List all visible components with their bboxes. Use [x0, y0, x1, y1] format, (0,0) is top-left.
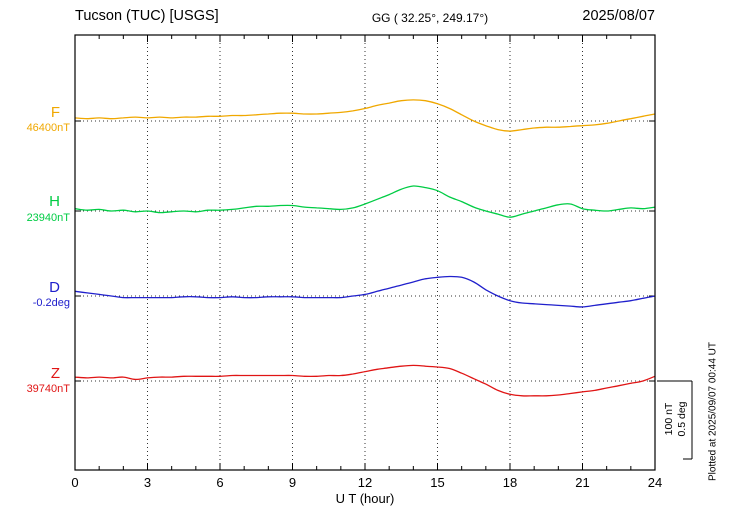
series-baseline-d: -0.2deg	[32, 297, 70, 309]
x-tick-label: 3	[144, 475, 151, 490]
x-tick-label: 6	[216, 475, 223, 490]
scale-deg-label: 0.5 deg	[676, 401, 688, 437]
plotted-at-note: Plotted at 2025/09/07 00:44 UT	[707, 342, 719, 481]
geographic-coords: GG ( 32.25°, 249.17°)	[371, 11, 489, 25]
x-tick-label: 15	[430, 475, 444, 490]
scale-nt-label: 100 nT	[663, 402, 675, 436]
series-baseline-f: 46400nT	[26, 122, 70, 134]
h-trace	[74, 185, 656, 218]
x-tick-label: 9	[289, 475, 296, 490]
plot-date: 2025/08/07	[582, 8, 655, 24]
series-label-h: H	[49, 193, 60, 210]
x-axis-label: U T (hour)	[335, 491, 395, 506]
series-baseline-z: 39740nT	[26, 383, 70, 395]
f-trace	[74, 99, 656, 132]
plot-border	[74, 34, 656, 471]
series-baseline-h: 23940nT	[26, 212, 70, 224]
series-label-d: D	[49, 279, 60, 296]
x-tick-label: 21	[575, 475, 589, 490]
series-label-z: Z	[50, 365, 60, 382]
station-title: Tucson (TUC) [USGS]	[75, 8, 219, 24]
d-trace	[74, 275, 656, 308]
x-tick-label: 24	[648, 475, 662, 490]
series-label-f: F	[50, 104, 60, 121]
x-tick-label: 18	[503, 475, 517, 490]
x-tick-label: 0	[71, 475, 78, 490]
z-trace	[74, 364, 656, 397]
x-tick-label: 12	[358, 475, 372, 490]
